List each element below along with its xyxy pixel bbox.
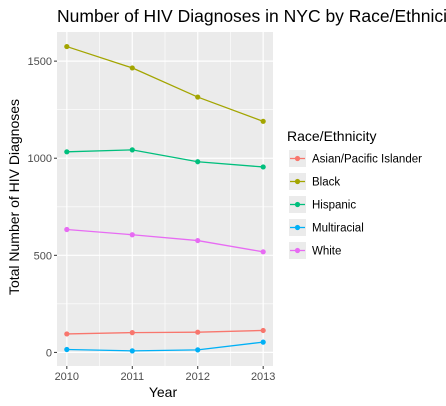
grid-lines	[57, 32, 273, 366]
x-tick-label: 2011	[120, 371, 144, 383]
legend-label: Multiracial	[312, 223, 364, 235]
data-point	[260, 249, 266, 255]
data-point	[195, 347, 201, 353]
x-tick-label: 2010	[55, 371, 79, 383]
y-tick-label: 500	[34, 250, 52, 262]
y-axis-title: Total Number of HIV Diagnoses	[6, 99, 22, 295]
chart-title: Number of HIV Diagnoses in NYC by Race/E…	[57, 6, 446, 26]
series-lines	[66, 45, 264, 352]
data-point	[260, 164, 266, 170]
series-line-4	[66, 228, 264, 253]
data-point	[260, 118, 266, 124]
legend-label: Hispanic	[312, 200, 356, 212]
data-point	[64, 43, 70, 50]
data-point	[195, 237, 201, 244]
x-tick-label: 2013	[251, 371, 275, 383]
data-point	[129, 330, 135, 336]
data-point	[64, 149, 70, 155]
series-line-2	[66, 149, 264, 168]
legend-label: Asian/Pacific Islander	[312, 154, 422, 166]
x-tick-label: 2012	[185, 371, 209, 383]
series-points	[64, 43, 266, 354]
legend: Race/Ethnicity Asian/Pacific Islander Bla…	[287, 128, 422, 259]
legend-title: Race/Ethnicity	[287, 128, 376, 144]
data-point	[195, 94, 201, 100]
axes: 0 500 1000 1500 2010 2011 2012 2013	[28, 56, 276, 383]
legend-key-point	[294, 247, 301, 254]
y-tick-label: 0	[46, 347, 52, 359]
y-tick-label: 1000	[28, 153, 52, 165]
legend-label: Black	[312, 177, 340, 189]
legend-key-point	[294, 178, 301, 185]
data-point	[129, 65, 135, 71]
legend-item: Black	[289, 173, 340, 190]
legend-key-point	[294, 155, 301, 162]
data-point	[64, 346, 70, 353]
series-line-3	[66, 341, 264, 352]
legend-item: Hispanic	[289, 196, 356, 213]
x-axis-title: Year	[149, 384, 178, 400]
data-point	[195, 159, 201, 165]
data-point	[260, 339, 266, 345]
legend-item: Asian/Pacific Islander	[289, 150, 422, 167]
legend-key-point	[294, 201, 301, 208]
legend-label: White	[312, 246, 341, 258]
data-point	[129, 232, 135, 238]
legend-item: White	[289, 242, 341, 259]
data-point	[129, 348, 135, 354]
legend-key-point	[294, 224, 301, 231]
data-point	[195, 329, 201, 335]
legend-item: Multiracial	[289, 219, 364, 236]
data-point	[64, 226, 70, 233]
data-point	[64, 331, 70, 337]
series-line-0	[66, 329, 264, 335]
data-point	[129, 147, 135, 153]
y-tick-label: 1500	[28, 56, 52, 68]
data-point	[260, 327, 266, 334]
series-line-1	[66, 45, 264, 122]
